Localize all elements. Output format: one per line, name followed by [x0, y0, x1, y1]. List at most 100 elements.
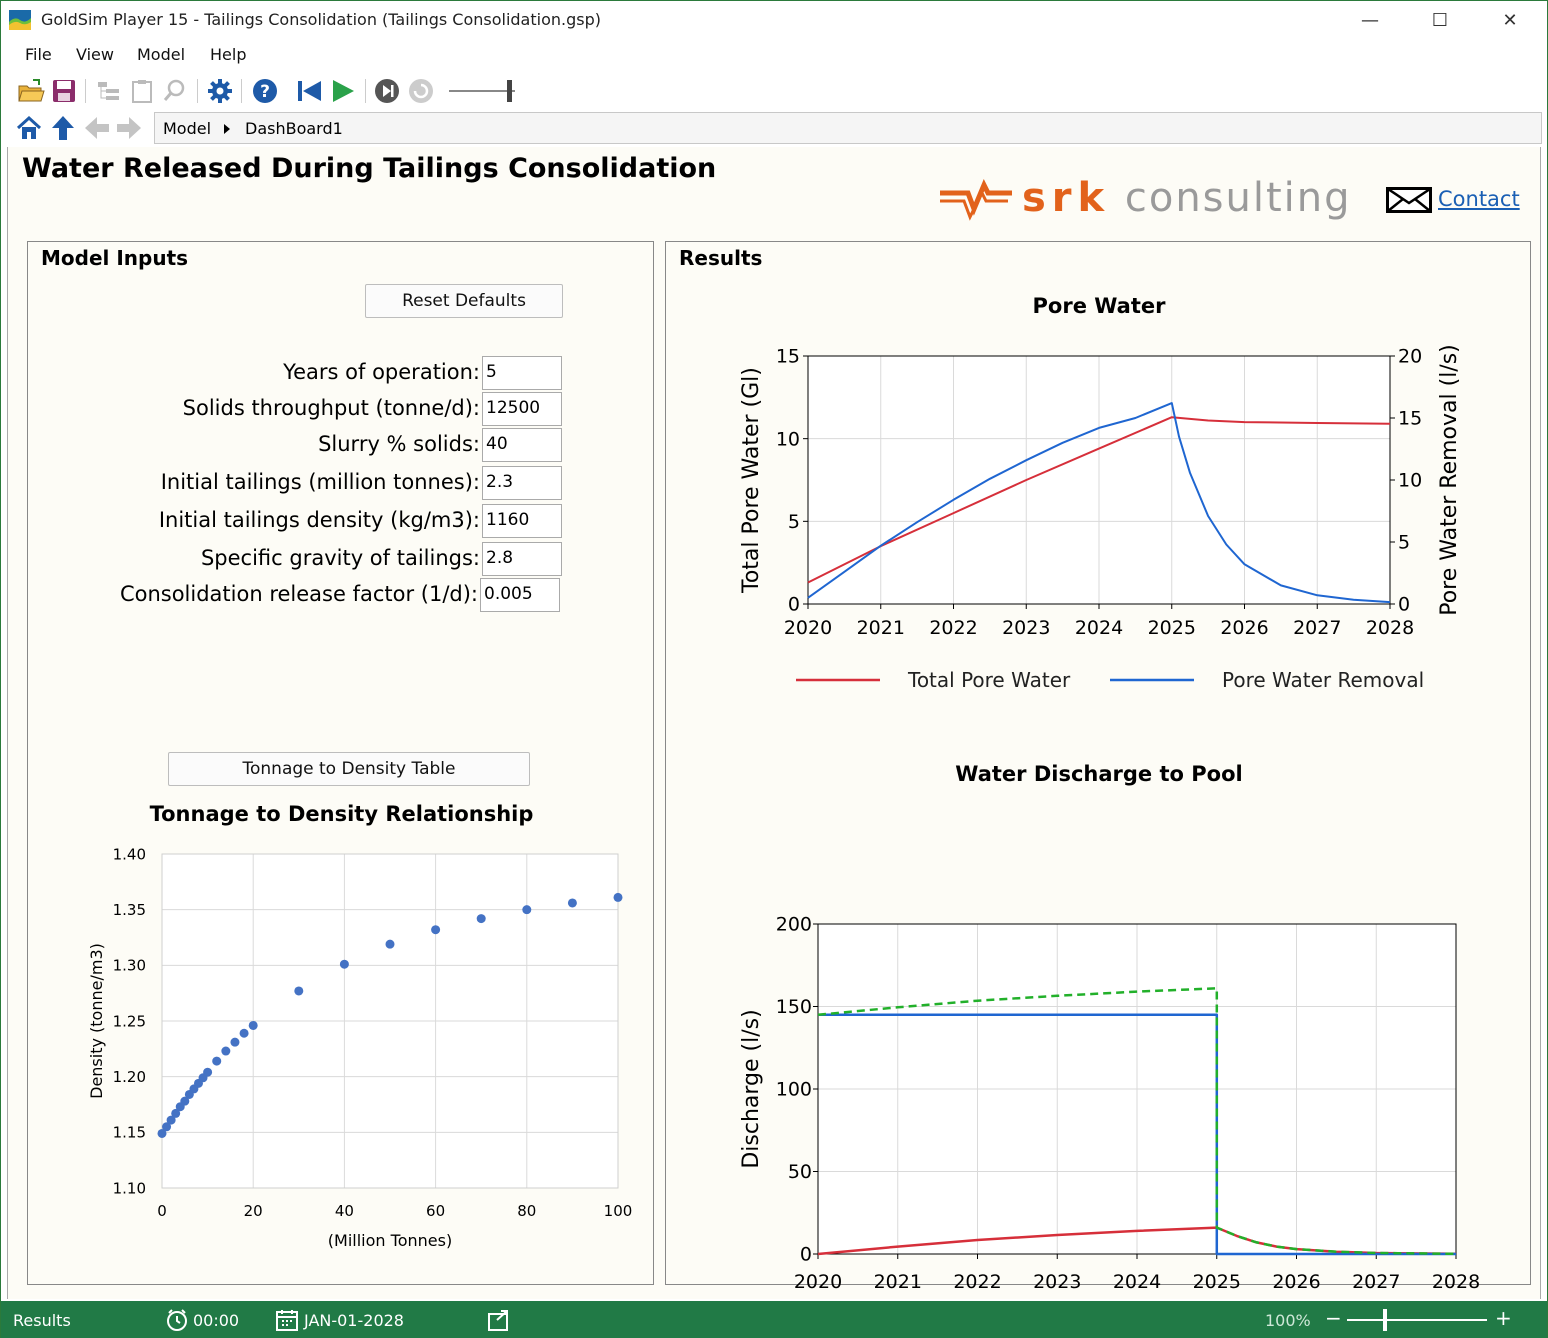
srk-logo: srk consulting [938, 175, 1358, 223]
data-point [221, 1046, 231, 1056]
close-button[interactable]: ✕ [1502, 9, 1518, 31]
x-tick-label: 2021 [857, 617, 905, 639]
search-icon[interactable] [161, 77, 189, 105]
y2-axis-label: Pore Water Removal (l/s) [1437, 344, 1462, 616]
y-tick-label: 50 [788, 1161, 812, 1183]
menu-view[interactable]: View [76, 45, 114, 64]
time-slider[interactable] [447, 79, 527, 103]
open-folder-icon[interactable] [17, 77, 45, 105]
y-axis-label: Total Pore Water (Gl) [739, 367, 764, 594]
data-point [180, 1096, 190, 1106]
help-icon[interactable]: ? [251, 77, 279, 105]
toolbar-separator [197, 79, 198, 103]
clipboard-icon[interactable] [128, 77, 156, 105]
x-tick-label: 100 [604, 1202, 633, 1220]
data-point [203, 1067, 213, 1077]
plot-frame [807, 355, 1391, 605]
y-tick-label: 1.30 [113, 957, 146, 975]
x-tick-label: 0 [157, 1202, 167, 1220]
breadcrumb-model[interactable]: Model [163, 119, 212, 138]
menu-model[interactable]: Model [137, 45, 186, 64]
breadcrumb: Model DashBoard1 [154, 112, 1542, 144]
y-tick-label: 1.10 [113, 1179, 146, 1197]
initial-tailings-field[interactable]: 2.3 [482, 466, 562, 500]
gear-icon[interactable] [206, 77, 234, 105]
minimize-button[interactable]: — [1361, 9, 1379, 31]
pore-water-chart-title: Pore Water [1032, 294, 1166, 318]
data-point [157, 1128, 167, 1138]
y2-tick-label: 20 [1398, 346, 1422, 368]
step-icon[interactable] [373, 77, 401, 105]
series-line [817, 987, 1457, 1256]
input-label: Initial tailings density (kg/m3): [158, 508, 480, 532]
mail-icon[interactable] [1386, 187, 1432, 213]
x-tick-label: 2022 [953, 1271, 1001, 1293]
input-row: Slurry % solids: 40 [28, 428, 568, 462]
menu-help[interactable]: Help [210, 45, 247, 64]
logo-wordmark: srk consulting [1022, 175, 1352, 221]
legend-label: Pore Water Removal [1222, 668, 1424, 692]
specific-gravity-field[interactable]: 2.8 [482, 542, 562, 576]
series-line [807, 402, 1391, 604]
x-tick-label: 2028 [1366, 617, 1414, 639]
toolbar-separator [365, 79, 366, 103]
data-point [339, 959, 349, 969]
status-time: 00:00 [193, 1311, 240, 1330]
y-tick-label: 1.25 [113, 1012, 146, 1030]
rewind-icon[interactable] [295, 77, 323, 105]
x-tick-label: 2023 [1002, 617, 1050, 639]
play-icon[interactable] [329, 77, 357, 105]
series-line [818, 1013, 1456, 1256]
slurry-solids-field[interactable]: 40 [482, 428, 562, 462]
reset-defaults-button[interactable]: Reset Defaults [365, 284, 563, 318]
y-tick-label: 10 [776, 428, 800, 450]
toolbar-separator [241, 79, 242, 103]
toolbar-separator [85, 79, 86, 103]
density-chart: 0 20 40 60 80 100 1.10 1.15 1.20 1.25 1.30 1.35 1.40… [87, 845, 633, 1250]
x-tick-label: 40 [335, 1202, 354, 1220]
maximize-button[interactable]: ☐ [1431, 9, 1449, 31]
export-icon[interactable] [487, 1308, 511, 1332]
x-axis-label: (Million Tonnes) [328, 1231, 452, 1250]
input-row: Consolidation release factor (1/d): 0.00… [28, 578, 568, 612]
x-tick-label: 2025 [1193, 1271, 1241, 1293]
y-tick-label: 1.20 [113, 1068, 146, 1086]
zoom-slider[interactable] [1347, 1307, 1487, 1333]
contact-link[interactable]: Contact [1438, 187, 1520, 211]
x-tick-label: 2020 [784, 617, 832, 639]
breadcrumb-dashboard[interactable]: DashBoard1 [245, 119, 343, 138]
status-bar: Results 00:00 JAN-01-2028 100% − + [1, 1301, 1547, 1338]
data-point [230, 1037, 240, 1047]
initial-density-field[interactable]: 1160 [482, 504, 562, 538]
home-icon[interactable] [15, 114, 43, 142]
input-label: Specific gravity of tailings: [200, 546, 480, 570]
menu-file[interactable]: File [25, 45, 52, 64]
reset-icon[interactable] [407, 77, 435, 105]
tree-icon[interactable] [95, 77, 123, 105]
y-tick-label: 1.35 [113, 901, 146, 919]
x-tick-label: 2026 [1220, 617, 1268, 639]
tonnage-table-button[interactable]: Tonnage to Density Table [168, 752, 530, 786]
solids-throughput-field[interactable]: 12500 [482, 392, 562, 426]
arrow-back-icon[interactable] [83, 114, 111, 142]
navigation-bar: Model DashBoard1 [1, 111, 1547, 145]
years-of-operation-field[interactable]: 5 [482, 356, 562, 390]
x-tick-label: 20 [244, 1202, 263, 1220]
goldsim-app-icon [9, 10, 31, 30]
zoom-out-button[interactable]: − [1325, 1306, 1342, 1330]
x-tick-label: 2027 [1293, 617, 1341, 639]
arrow-forward-icon[interactable] [115, 114, 143, 142]
data-point [613, 892, 623, 902]
consolidation-factor-field[interactable]: 0.005 [480, 578, 560, 612]
data-point [239, 1028, 249, 1038]
toolbar: ? [1, 71, 1547, 111]
y2-tick-label: 5 [1398, 532, 1410, 554]
input-label: Consolidation release factor (1/d): [119, 582, 478, 606]
arrow-up-icon[interactable] [49, 114, 77, 142]
clock-icon [167, 1309, 187, 1331]
save-icon[interactable] [50, 77, 78, 105]
pore-water-chart: 2020 2021 2022 2023 2024 2025 2026 2027 20280510… [739, 344, 1462, 692]
zoom-in-button[interactable]: + [1495, 1306, 1512, 1330]
title-bar: GoldSim Player 15 - Tailings Consolidati… [1, 1, 1547, 39]
